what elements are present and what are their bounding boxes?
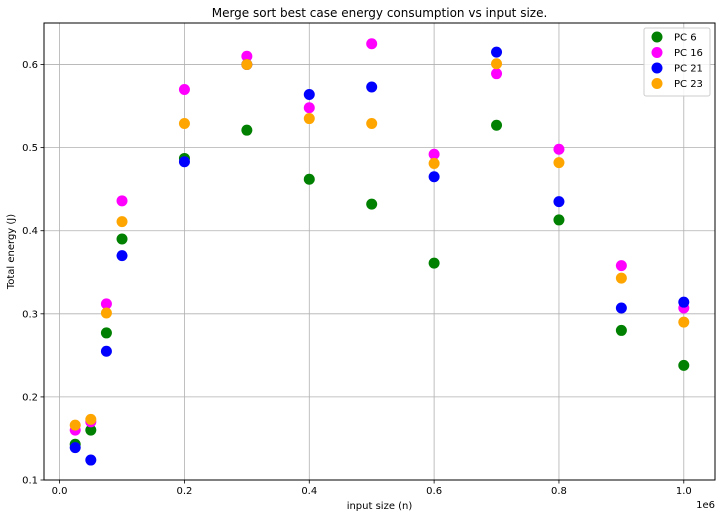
data-point-pc-21 (491, 46, 503, 58)
data-point-pc-6 (100, 327, 112, 339)
y-tick-label: 0.5 (22, 143, 38, 154)
x-tick-label: 0.0 (52, 486, 68, 497)
data-point-pc-23 (241, 59, 253, 71)
data-point-pc-6 (366, 198, 378, 210)
data-point-pc-21 (100, 345, 112, 357)
data-point-pc-21 (116, 250, 128, 262)
y-tick-label: 0.4 (22, 226, 38, 237)
data-point-pc-23 (553, 157, 565, 169)
data-point-pc-21 (366, 81, 378, 93)
legend-label-pc-23: PC 23 (674, 79, 703, 90)
y-tick-label: 0.6 (22, 60, 38, 71)
data-point-pc-6 (615, 324, 627, 336)
x-tick-label: 0.6 (426, 486, 442, 497)
data-point-pc-16 (178, 83, 190, 95)
legend-marker-pc-16 (651, 47, 663, 58)
data-point-pc-23 (100, 307, 112, 319)
data-point-pc-21 (615, 302, 627, 314)
data-point-pc-16 (303, 102, 315, 114)
data-point-pc-23 (366, 118, 378, 130)
data-point-pc-6 (678, 359, 690, 371)
data-point-pc-21 (178, 156, 190, 168)
data-point-pc-23 (491, 58, 503, 70)
legend-items: PC 6 PC 16 PC 21 PC 23 (651, 31, 703, 90)
data-point-pc-16 (491, 68, 503, 80)
x-axis-offset-text: 1e6 (696, 500, 715, 511)
data-point-pc-6 (85, 424, 97, 436)
x-tick-label: 0.4 (301, 486, 317, 497)
data-point-pc-6 (303, 173, 315, 185)
data-point-pc-21 (69, 442, 81, 454)
data-point-pc-21 (85, 454, 97, 466)
legend-marker-pc-23 (651, 78, 663, 89)
legend-marker-pc-21 (651, 62, 663, 74)
legend-box (643, 27, 711, 97)
data-point-pc-6 (428, 257, 440, 269)
legend-marker-pc-6 (651, 31, 663, 43)
data-point-pc-6 (241, 124, 253, 136)
x-tick-label: 0.2 (176, 486, 192, 497)
data-point-pc-21 (303, 88, 315, 100)
data-point-pc-6 (491, 119, 503, 131)
data-point-pc-23 (615, 272, 627, 284)
data-point-pc-6 (116, 233, 128, 245)
plot-area-frame (43, 22, 716, 481)
data-point-pc-21 (553, 196, 565, 208)
data-point-pc-16 (428, 148, 440, 160)
data-point-pc-16 (553, 143, 565, 155)
data-point-pc-23 (428, 157, 440, 169)
x-tick-label: 1.0 (676, 486, 692, 497)
axis-ticks: 0.0 0.2 0.4 0.6 0.8 1.0 0.1 0.2 0.3 0.4 0.5 0.6 (22, 60, 692, 497)
data-point-pc-23 (678, 316, 690, 328)
data-point-pc-16 (100, 298, 112, 310)
legend-label-pc-21: PC 21 (674, 64, 703, 75)
x-tick-label: 0.8 (551, 486, 567, 497)
data-point-pc-23 (178, 118, 190, 130)
y-axis-label: Total energy (J) (6, 214, 17, 290)
data-point-pc-23 (69, 419, 81, 431)
data-point-pc-23 (116, 216, 128, 228)
legend: PC 6 PC 16 PC 21 PC 23 (643, 27, 711, 97)
legend-label-pc-16: PC 16 (674, 48, 703, 59)
data-point-pc-23 (85, 413, 97, 425)
y-tick-label: 0.3 (22, 309, 38, 320)
x-axis-label: input size (n) (347, 501, 413, 512)
chart-title: Merge sort best case energy consumption … (212, 6, 548, 20)
y-tick-label: 0.1 (22, 476, 38, 487)
y-tick-label: 0.2 (22, 392, 38, 403)
legend-label-pc-6: PC 6 (674, 33, 697, 44)
data-point-pc-16 (241, 50, 253, 62)
data-point-pc-16 (615, 260, 627, 272)
data-point-pc-21 (678, 296, 690, 308)
data-points (69, 38, 690, 466)
data-point-pc-21 (428, 171, 440, 183)
data-point-pc-16 (366, 38, 378, 50)
data-point-pc-23 (303, 113, 315, 125)
data-point-pc-16 (116, 195, 128, 207)
data-point-pc-6 (553, 214, 565, 226)
